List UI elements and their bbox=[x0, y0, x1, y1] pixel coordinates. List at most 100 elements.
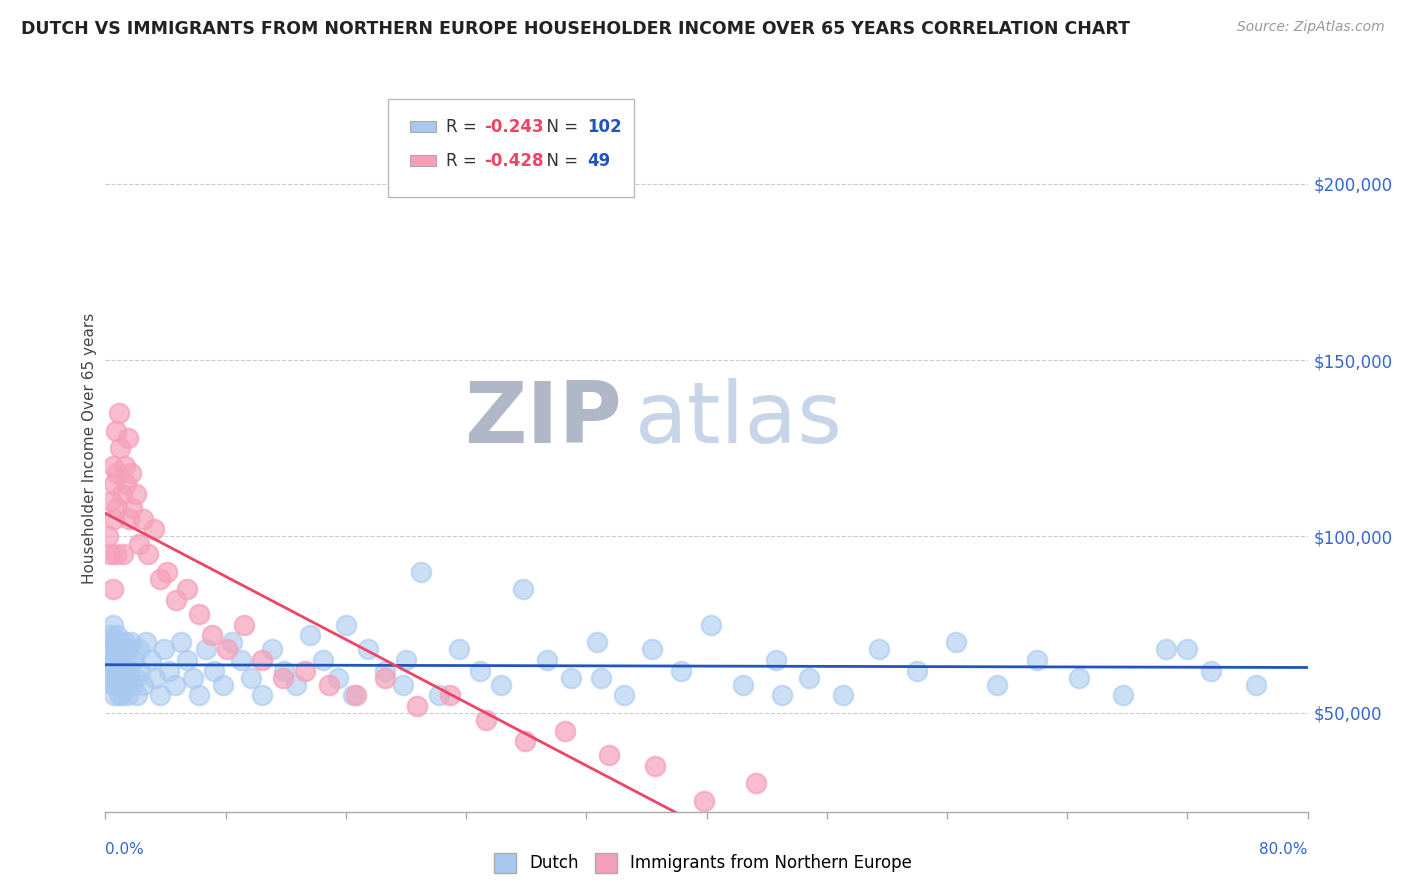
Point bbox=[121, 678, 143, 692]
Point bbox=[156, 565, 179, 579]
Point bbox=[298, 628, 321, 642]
Point bbox=[1156, 642, 1178, 657]
Point bbox=[132, 512, 155, 526]
Point bbox=[598, 748, 620, 763]
Text: Source: ZipAtlas.com: Source: ZipAtlas.com bbox=[1237, 20, 1385, 34]
Point bbox=[101, 458, 124, 473]
Point bbox=[100, 494, 122, 508]
Point bbox=[395, 653, 418, 667]
Point bbox=[1246, 678, 1268, 692]
Point bbox=[101, 582, 124, 597]
Point bbox=[104, 424, 127, 438]
Point bbox=[148, 572, 170, 586]
Point bbox=[120, 466, 142, 480]
Point bbox=[118, 664, 141, 678]
Point bbox=[104, 642, 127, 657]
Point bbox=[591, 671, 613, 685]
Point bbox=[110, 442, 132, 456]
Point bbox=[585, 635, 607, 649]
Text: atlas: atlas bbox=[634, 377, 842, 460]
Point bbox=[512, 582, 534, 597]
Point bbox=[100, 628, 122, 642]
Point bbox=[115, 671, 138, 685]
Point bbox=[104, 547, 127, 561]
Point bbox=[107, 653, 129, 667]
Point bbox=[110, 678, 132, 692]
Point bbox=[101, 664, 124, 678]
FancyBboxPatch shape bbox=[409, 154, 436, 166]
Point bbox=[157, 664, 180, 678]
Point bbox=[176, 582, 198, 597]
Point bbox=[868, 642, 890, 657]
Point bbox=[229, 653, 252, 667]
Point bbox=[103, 635, 125, 649]
Point bbox=[110, 635, 132, 649]
Point bbox=[110, 653, 132, 667]
Point bbox=[644, 759, 666, 773]
Point bbox=[613, 688, 636, 702]
Point bbox=[1112, 688, 1135, 702]
Point bbox=[262, 642, 284, 657]
Point bbox=[165, 593, 187, 607]
Point bbox=[115, 476, 138, 491]
Point bbox=[153, 642, 176, 657]
Point bbox=[335, 617, 357, 632]
Text: 102: 102 bbox=[588, 118, 621, 136]
Point bbox=[104, 664, 127, 678]
Point bbox=[124, 487, 146, 501]
FancyBboxPatch shape bbox=[388, 99, 634, 197]
Point bbox=[117, 688, 139, 702]
Point bbox=[143, 671, 166, 685]
Point bbox=[107, 501, 129, 516]
Point bbox=[513, 734, 536, 748]
Point bbox=[318, 678, 340, 692]
Point bbox=[489, 678, 512, 692]
Point bbox=[117, 642, 139, 657]
Point bbox=[195, 642, 218, 657]
Point bbox=[427, 688, 450, 702]
Legend: Dutch, Immigrants from Northern Europe: Dutch, Immigrants from Northern Europe bbox=[488, 847, 918, 880]
Point bbox=[374, 671, 396, 685]
Text: R =: R = bbox=[446, 152, 482, 170]
Point bbox=[181, 671, 204, 685]
Point bbox=[97, 529, 120, 543]
Text: 49: 49 bbox=[588, 152, 610, 170]
Point bbox=[1201, 664, 1223, 678]
Point bbox=[112, 664, 135, 678]
Point bbox=[104, 678, 127, 692]
Point bbox=[342, 688, 364, 702]
Point bbox=[745, 776, 768, 790]
Point bbox=[409, 565, 432, 579]
Point bbox=[554, 723, 576, 738]
Point bbox=[125, 688, 148, 702]
Point bbox=[128, 536, 150, 550]
Point bbox=[187, 607, 209, 621]
Point bbox=[945, 635, 967, 649]
Point bbox=[136, 547, 159, 561]
Point bbox=[905, 664, 928, 678]
Point bbox=[148, 688, 170, 702]
Point bbox=[101, 617, 124, 632]
Point bbox=[101, 678, 124, 692]
Point bbox=[271, 671, 294, 685]
Point bbox=[114, 678, 136, 692]
Point bbox=[273, 664, 295, 678]
Point bbox=[115, 653, 138, 667]
Point bbox=[97, 635, 120, 649]
Point bbox=[357, 642, 380, 657]
Point bbox=[117, 431, 139, 445]
Point bbox=[114, 635, 136, 649]
Point bbox=[112, 642, 135, 657]
Point bbox=[447, 642, 470, 657]
Point bbox=[201, 628, 224, 642]
Point bbox=[250, 688, 273, 702]
Point bbox=[250, 653, 273, 667]
Point bbox=[986, 678, 1008, 692]
Point bbox=[294, 664, 316, 678]
Point bbox=[187, 688, 209, 702]
Point bbox=[797, 671, 820, 685]
Text: -0.428: -0.428 bbox=[484, 152, 544, 170]
Point bbox=[536, 653, 558, 667]
Point bbox=[669, 664, 692, 678]
Point bbox=[1069, 671, 1091, 685]
